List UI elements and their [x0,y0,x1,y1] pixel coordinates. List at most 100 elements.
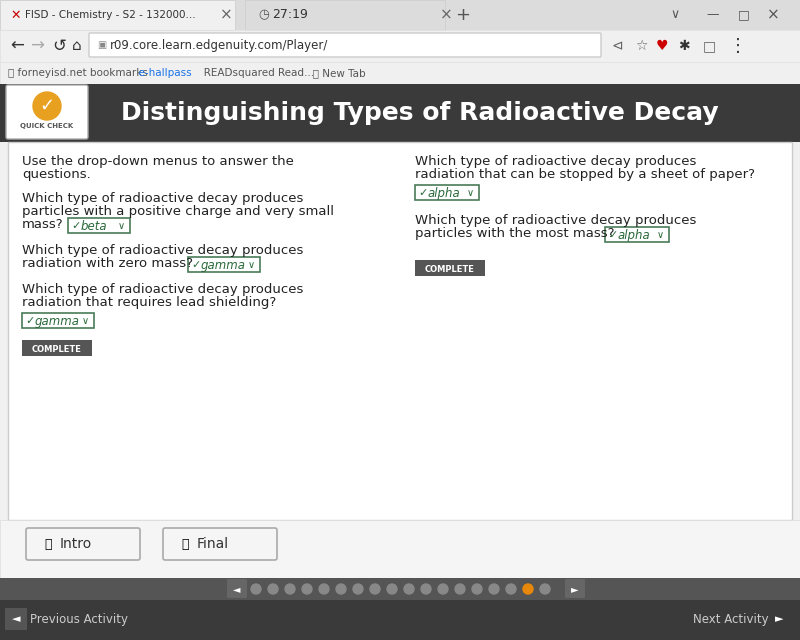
FancyBboxPatch shape [89,33,601,57]
FancyBboxPatch shape [26,528,140,560]
Text: ⌂: ⌂ [72,38,82,54]
Text: particles with a positive charge and very small: particles with a positive charge and ver… [22,205,334,218]
Bar [0,84,800,142]
Text: radiation with zero mass?: radiation with zero mass? [22,257,193,270]
Text: ☆: ☆ [635,39,647,53]
Text: ×: × [767,8,780,22]
Text: ◄: ◄ [234,584,241,594]
Circle shape [353,584,363,594]
Text: alpha: alpha [618,228,650,241]
FancyBboxPatch shape [6,85,88,139]
Text: ∨: ∨ [657,230,664,240]
Circle shape [421,584,431,594]
Text: Which type of radioactive decay produces: Which type of radioactive decay produces [415,214,696,227]
Text: —: — [706,8,718,22]
Circle shape [285,584,295,594]
FancyBboxPatch shape [565,579,585,598]
Text: ✓: ✓ [25,316,34,326]
Text: gamma: gamma [201,259,246,271]
Text: 🔊: 🔊 [44,538,51,550]
Bar [415,185,479,200]
Bar [415,260,485,276]
Text: ♥: ♥ [656,39,669,53]
Text: +: + [455,6,470,24]
Circle shape [370,584,380,594]
Text: Use the drop-down menus to answer the: Use the drop-down menus to answer the [22,155,294,168]
Text: gamma: gamma [35,314,80,328]
Circle shape [523,584,533,594]
Text: 🌐 New Tab: 🌐 New Tab [303,68,366,78]
Circle shape [540,584,550,594]
Circle shape [302,584,312,594]
Bar [605,227,669,242]
Text: ◄: ◄ [12,614,20,624]
Text: ▣: ▣ [97,40,106,50]
Text: ⊲: ⊲ [612,39,624,53]
Circle shape [438,584,448,594]
Circle shape [472,584,482,594]
Bar [188,257,260,272]
Text: ►: ► [774,614,783,624]
Text: ←: ← [10,37,24,55]
Bar [0,520,800,578]
Bar [8,142,792,520]
Text: particles with the most mass?: particles with the most mass? [415,227,614,240]
Bar [68,218,130,233]
Circle shape [455,584,465,594]
Text: ∨: ∨ [467,188,474,198]
Circle shape [251,584,261,594]
Text: radiation that can be stopped by a sheet of paper?: radiation that can be stopped by a sheet… [415,168,755,181]
Bar [0,30,800,62]
Text: Final: Final [197,537,229,551]
Bar [5,608,27,630]
Text: COMPLETE: COMPLETE [425,264,475,273]
Text: □: □ [703,39,716,53]
Text: ✓: ✓ [191,260,200,270]
Circle shape [336,584,346,594]
Text: ⋮: ⋮ [729,37,747,55]
Text: COMPLETE: COMPLETE [32,344,82,353]
Circle shape [489,584,499,594]
Text: ✕: ✕ [10,8,21,22]
Text: Intro: Intro [60,537,92,551]
Text: ∨: ∨ [248,260,255,270]
Text: questions.: questions. [22,168,90,181]
Bar [0,0,235,30]
Text: Next Activity: Next Activity [693,612,769,625]
Text: □: □ [738,8,750,22]
Text: ►: ► [571,584,578,594]
Text: 🗋 forneyisd.net bookmarks: 🗋 forneyisd.net bookmarks [8,68,148,78]
Text: 🔊: 🔊 [181,538,189,550]
Text: ◷: ◷ [258,8,269,22]
Text: radiation that requires lead shielding?: radiation that requires lead shielding? [22,296,276,309]
Text: ✓: ✓ [418,188,427,198]
Text: ↺: ↺ [52,37,66,55]
Text: ✓: ✓ [71,221,80,231]
Text: alpha: alpha [428,186,461,200]
Text: Which type of radioactive decay produces: Which type of radioactive decay produces [415,155,696,168]
Text: ✱: ✱ [678,39,690,53]
Text: Which type of radioactive decay produces: Which type of radioactive decay produces [22,192,303,205]
Text: ∨: ∨ [82,316,89,326]
Text: Previous Activity: Previous Activity [30,612,128,625]
Text: 27:19: 27:19 [272,8,308,22]
Bar [0,62,800,84]
FancyBboxPatch shape [227,579,247,598]
Text: READsquared Read...: READsquared Read... [194,68,314,78]
Text: e-hallpass: e-hallpass [132,68,192,78]
Bar [0,600,800,640]
Text: ×: × [220,8,233,22]
Text: FISD - Chemistry - S2 - 132000...: FISD - Chemistry - S2 - 132000... [25,10,196,20]
Text: ✓: ✓ [39,97,54,115]
Bar [0,0,800,30]
Text: Which type of radioactive decay produces: Which type of radioactive decay produces [22,283,303,296]
Bar [22,340,92,356]
Text: ∨: ∨ [118,221,125,231]
Text: Distinguishing Types of Radioactive Decay: Distinguishing Types of Radioactive Deca… [121,101,719,125]
Text: →: → [30,37,44,55]
Bar [22,313,94,328]
Text: QUICK CHECK: QUICK CHECK [20,123,74,129]
FancyBboxPatch shape [163,528,277,560]
Text: beta: beta [81,220,108,232]
Circle shape [319,584,329,594]
